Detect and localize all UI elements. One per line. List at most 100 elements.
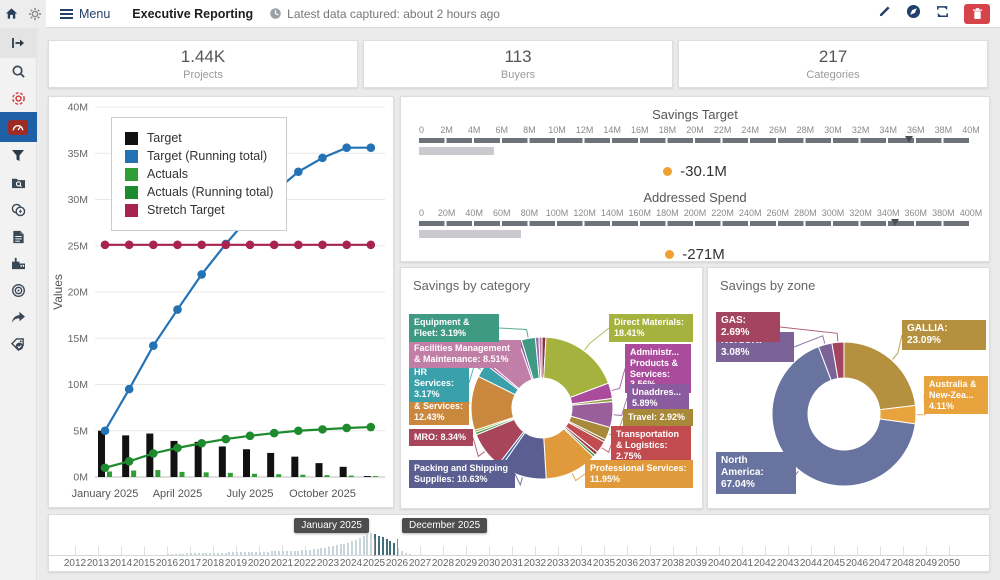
legend-item[interactable]: Target (Running total) <box>125 149 273 163</box>
stretch-target-point[interactable] <box>221 240 231 250</box>
actuals-running-total--point[interactable] <box>149 449 158 458</box>
target-bar[interactable] <box>339 466 347 477</box>
donut-slice[interactable] <box>538 336 543 379</box>
target-running-total--point[interactable] <box>100 426 110 436</box>
stretch-target-point[interactable] <box>269 240 279 250</box>
donut-label[interactable]: Unaddres... 5.89% <box>627 384 689 412</box>
sidebar-item-suppliers[interactable] <box>0 250 37 277</box>
actuals-bar[interactable] <box>252 473 257 477</box>
sidebar-item-documents[interactable] <box>0 223 37 250</box>
target-bar[interactable] <box>243 449 250 477</box>
stretch-target-point[interactable] <box>245 240 255 250</box>
actuals-running-total--point[interactable] <box>173 443 182 453</box>
actuals-bar[interactable] <box>107 471 112 477</box>
target-running-total--point[interactable] <box>173 305 182 314</box>
actuals-bar[interactable] <box>131 470 137 477</box>
target-running-total--point[interactable] <box>318 153 327 163</box>
target-bar[interactable] <box>98 430 105 477</box>
sidebar-item-filter[interactable] <box>0 142 37 169</box>
delete-button[interactable] <box>964 3 990 24</box>
settings-button[interactable] <box>23 0 46 28</box>
stretch-target-point[interactable] <box>149 240 158 250</box>
home-button[interactable] <box>0 0 23 28</box>
bullet-value-bar[interactable] <box>419 230 522 238</box>
actuals-bar[interactable] <box>372 476 378 477</box>
kpi-card-categories[interactable]: 217 Categories <box>678 40 988 88</box>
legend-item[interactable]: Actuals <box>125 167 273 181</box>
stretch-target-point[interactable] <box>366 240 376 250</box>
actuals-bar[interactable] <box>276 474 282 477</box>
bullet-target-marker[interactable] <box>904 136 913 143</box>
target-running-total--point[interactable] <box>149 341 158 350</box>
sidebar-item-targets[interactable] <box>0 277 37 304</box>
target-bar[interactable] <box>363 476 371 477</box>
actuals-bar[interactable] <box>348 475 354 477</box>
stretch-target-point[interactable] <box>294 240 303 250</box>
donut-label[interactable]: Direct Materials: 18.41% <box>609 314 693 342</box>
donut-label[interactable]: Equipment & Fleet: 3.19% <box>409 314 499 342</box>
target-running-total--point[interactable] <box>342 143 351 152</box>
target-bar[interactable] <box>315 463 323 477</box>
donut-slice[interactable] <box>831 341 845 380</box>
actuals-running-total--point[interactable] <box>318 425 327 434</box>
sidebar-item-collapse[interactable] <box>0 28 37 58</box>
target-running-total--point[interactable] <box>366 143 376 152</box>
menu-button[interactable]: Menu <box>60 7 110 21</box>
edit-button[interactable] <box>878 4 892 23</box>
stretch-target-point[interactable] <box>342 240 351 250</box>
actuals-bar[interactable] <box>227 472 233 477</box>
donut-label[interactable]: Transportation & Logistics: 2.75% <box>611 426 691 465</box>
actuals-running-total--point[interactable] <box>100 463 110 473</box>
actuals-bar[interactable] <box>300 474 306 477</box>
legend-item[interactable]: Stretch Target <box>125 203 273 217</box>
donut-label[interactable]: GALLIA: 23.09% <box>902 320 986 350</box>
donut-label[interactable]: Australia & New-Zea... 4.11% <box>924 376 988 415</box>
actuals-running-total--point[interactable] <box>366 422 376 432</box>
actuals-running-total--point[interactable] <box>294 426 303 436</box>
donut-label[interactable]: Travel: 2.92% <box>623 409 693 426</box>
target-running-total--point[interactable] <box>124 384 134 394</box>
target-bar[interactable] <box>267 452 275 477</box>
donut-slice[interactable] <box>771 346 916 487</box>
explore-button[interactable] <box>906 4 921 24</box>
timeline-selection-end-handle[interactable] <box>397 539 398 556</box>
bullet-value-bar[interactable] <box>419 147 494 155</box>
target-bar[interactable] <box>122 435 130 477</box>
sidebar-item-savings[interactable] <box>0 196 37 223</box>
stretch-target-point[interactable] <box>124 240 134 250</box>
donut-label[interactable]: GAS: 2.69% <box>716 312 780 342</box>
donut-label[interactable]: North America: 67.04% <box>716 452 796 494</box>
actuals-running-total--point[interactable] <box>221 434 231 444</box>
refresh-button[interactable] <box>935 4 950 24</box>
sidebar-item-share[interactable] <box>0 304 37 331</box>
donut-label[interactable]: Facilities Management & Maintenance: 8.5… <box>409 340 521 368</box>
target-bar[interactable] <box>194 441 202 477</box>
donut-label[interactable]: Packing and Shipping Supplies: 10.63% <box>409 460 515 488</box>
donut-label[interactable]: Professional Services: 11.95% <box>585 460 693 488</box>
actuals-running-total--point[interactable] <box>245 431 255 441</box>
stretch-target-point[interactable] <box>197 240 206 250</box>
actuals-running-total--point[interactable] <box>269 428 279 438</box>
actuals-running-total--point[interactable] <box>342 423 351 433</box>
sidebar-item-ai-insights[interactable] <box>0 85 37 112</box>
target-bar[interactable] <box>291 456 299 477</box>
actuals-running-total--point[interactable] <box>197 438 206 448</box>
stretch-target-point[interactable] <box>100 240 110 250</box>
actuals-bar[interactable] <box>155 470 161 477</box>
stretch-target-point[interactable] <box>173 240 182 250</box>
legend-item[interactable]: Actuals (Running total) <box>125 185 273 199</box>
bullet-target-marker[interactable] <box>891 219 900 226</box>
donut-label[interactable]: MRO: 8.34% <box>409 429 473 446</box>
timeline-selection-start-handle[interactable] <box>374 539 375 556</box>
sidebar-item-search[interactable] <box>0 58 37 85</box>
sidebar-item-dashboard[interactable] <box>0 112 37 142</box>
actuals-bar[interactable] <box>324 475 330 477</box>
sidebar-item-project-search[interactable] <box>0 169 37 196</box>
target-bar[interactable] <box>170 440 178 477</box>
donut-label[interactable]: HR Services: 3.17% <box>409 364 469 403</box>
stretch-target-point[interactable] <box>318 240 327 250</box>
kpi-card-projects[interactable]: 1.44K Projects <box>48 40 358 88</box>
legend-item[interactable]: Target <box>125 131 273 145</box>
sidebar-item-tags[interactable] <box>0 331 37 358</box>
target-bar[interactable] <box>218 446 226 477</box>
